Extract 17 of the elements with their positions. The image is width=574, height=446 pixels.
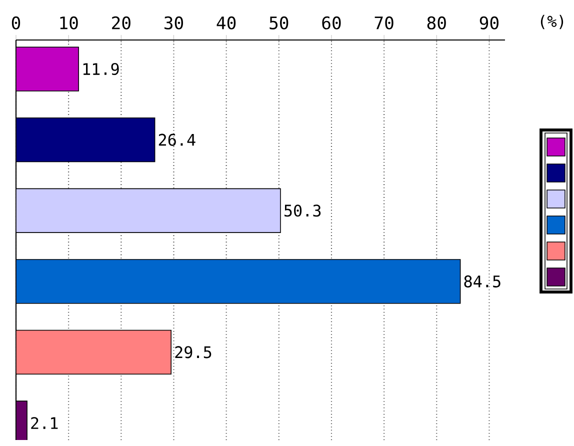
data-label: 84.5 [464,275,500,288]
x-tick-label: 60 [322,16,341,30]
x-tick-label: 50 [270,16,288,30]
x-tick-label: 80 [427,16,446,30]
x-tick-label: 30 [164,16,184,30]
x-tick-label: 10 [60,16,78,30]
data-label: 50.3 [284,204,321,217]
data-label: 29.5 [175,346,212,358]
data-label: 26.4 [158,134,196,146]
data-label: 11.9 [83,62,119,76]
data-label: 2.1 [31,417,58,429]
x-tick-label: 40 [216,16,236,30]
x-tick-label: 20 [112,16,130,30]
x-tick-label: 70 [374,16,394,30]
x-tick-label: 90 [480,16,498,30]
x-tick-label: 0 [12,16,20,30]
text: (%) [540,14,564,30]
